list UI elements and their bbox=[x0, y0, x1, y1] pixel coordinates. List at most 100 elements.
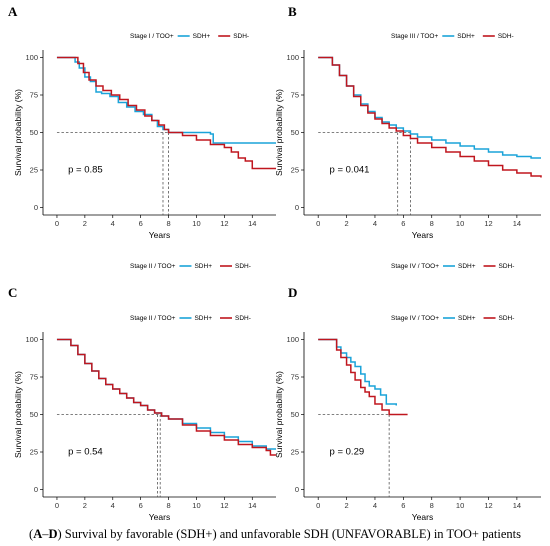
x-tick-label: 8 bbox=[430, 501, 434, 510]
legend-label-sdh-minus: SDH- bbox=[499, 315, 515, 322]
p-value: p = 0.041 bbox=[330, 164, 370, 175]
survival-curve-sdh-minus bbox=[56, 338, 276, 456]
y-tick-label: 0 bbox=[295, 203, 299, 212]
x-tick-label: 6 bbox=[401, 501, 405, 510]
x-tick-label: 6 bbox=[401, 219, 405, 228]
legend-title: Stage IV / TOO+ bbox=[391, 263, 439, 270]
legend-label-sdh-plus: SDH+ bbox=[458, 263, 476, 270]
x-tick-label: 0 bbox=[55, 219, 59, 228]
x-tick-label: 0 bbox=[316, 501, 320, 510]
y-tick-label: 75 bbox=[30, 91, 38, 100]
y-tick-label: 50 bbox=[291, 410, 299, 419]
legend-label-sdh-minus: SDH- bbox=[235, 263, 251, 270]
y-tick-label: 25 bbox=[30, 448, 38, 457]
legend: Stage II / TOO+ SDH+ SDH- bbox=[130, 315, 251, 322]
legend-mid: Stage IV / TOO+ SDH+ SDH- bbox=[391, 263, 514, 270]
panel-letter: A bbox=[8, 4, 18, 19]
y-axis-title: Survival probability (%) bbox=[13, 371, 23, 458]
legend-title: Stage II / TOO+ bbox=[130, 263, 176, 270]
x-tick-label: 12 bbox=[484, 219, 492, 228]
x-tick-label: 10 bbox=[456, 219, 464, 228]
x-tick-label: 12 bbox=[220, 501, 228, 510]
x-tick-label: 10 bbox=[456, 501, 464, 510]
legend-title: Stage II / TOO+ bbox=[130, 315, 176, 322]
y-tick-label: 100 bbox=[25, 335, 38, 344]
caption-panel-end: D bbox=[48, 527, 58, 541]
panel-letter: B bbox=[288, 4, 297, 19]
x-tick-label: 2 bbox=[344, 219, 348, 228]
panel-d: D Stage IV / TOO+ SDH+ SDH- 0 25 50 75 100 0 2 4 6 8 1… bbox=[274, 285, 541, 522]
y-tick-label: 50 bbox=[291, 128, 299, 137]
caption-open: ( bbox=[29, 527, 34, 541]
x-axis-title: Years bbox=[149, 512, 170, 522]
caption-panel-start: A bbox=[33, 527, 43, 541]
legend-label-sdh-minus: SDH- bbox=[498, 33, 514, 40]
y-tick-label: 25 bbox=[30, 166, 38, 175]
x-axis-title: Years bbox=[149, 230, 170, 240]
x-tick-label: 14 bbox=[513, 219, 521, 228]
legend-mid: Stage II / TOO+ SDH+ SDH- bbox=[130, 263, 251, 270]
x-tick-label: 8 bbox=[430, 219, 434, 228]
legend-label-sdh-minus: SDH- bbox=[233, 33, 249, 40]
x-tick-label: 6 bbox=[139, 501, 143, 510]
panel-letter: D bbox=[288, 285, 297, 300]
y-tick-label: 75 bbox=[291, 373, 299, 382]
legend-label-sdh-minus: SDH- bbox=[235, 315, 251, 322]
panel-a: A Stage I / TOO+ SDH+ SDH- 0 25 50 75 100 0 2 4 6 8 10… bbox=[8, 4, 276, 240]
legend: Stage II / TOO+ SDH+ SDH- bbox=[130, 263, 251, 270]
legend-title: Stage I / TOO+ bbox=[130, 33, 174, 40]
x-tick-label: 4 bbox=[373, 501, 377, 510]
x-tick-label: 4 bbox=[111, 219, 115, 228]
x-tick-label: 14 bbox=[248, 219, 256, 228]
x-tick-label: 12 bbox=[484, 501, 492, 510]
x-tick-label: 2 bbox=[83, 219, 87, 228]
y-tick-label: 25 bbox=[291, 448, 299, 457]
y-axis-title: Survival probability (%) bbox=[274, 371, 284, 458]
survival-curve-sdh-minus bbox=[318, 338, 408, 416]
panel-b: B Stage III / TOO+ SDH+ SDH- 0 25 50 75 100 0 2 4 6 8… bbox=[274, 4, 542, 240]
panel-letter: C bbox=[8, 285, 17, 300]
legend: Stage IV / TOO+ SDH+ SDH- bbox=[391, 263, 514, 270]
caption-dash: – bbox=[42, 527, 49, 541]
survival-curve-sdh-minus bbox=[56, 56, 276, 170]
x-tick-label: 6 bbox=[139, 219, 143, 228]
y-tick-label: 0 bbox=[295, 485, 299, 494]
x-tick-label: 2 bbox=[344, 501, 348, 510]
y-tick-label: 50 bbox=[30, 128, 38, 137]
x-axis-title: Years bbox=[412, 512, 433, 522]
legend-label-sdh-plus: SDH+ bbox=[194, 263, 212, 270]
p-value: p = 0.29 bbox=[330, 446, 365, 457]
legend: Stage IV / TOO+ SDH+ SDH- bbox=[391, 315, 514, 322]
y-tick-label: 50 bbox=[30, 410, 38, 419]
x-tick-label: 0 bbox=[316, 219, 320, 228]
y-tick-label: 75 bbox=[30, 373, 38, 382]
x-tick-label: 14 bbox=[513, 501, 521, 510]
x-tick-label: 10 bbox=[192, 219, 200, 228]
x-tick-label: 2 bbox=[83, 501, 87, 510]
y-axis-title: Survival probability (%) bbox=[274, 89, 284, 176]
legend-label-sdh-plus: SDH+ bbox=[194, 315, 212, 322]
x-tick-label: 4 bbox=[373, 219, 377, 228]
x-axis-title: Years bbox=[412, 230, 433, 240]
legend-title: Stage III / TOO+ bbox=[391, 33, 438, 40]
legend-label-sdh-plus: SDH+ bbox=[458, 315, 476, 322]
p-value: p = 0.85 bbox=[68, 164, 103, 175]
x-tick-label: 12 bbox=[220, 219, 228, 228]
legend: Stage III / TOO+ SDH+ SDH- bbox=[391, 33, 514, 40]
x-tick-label: 8 bbox=[166, 501, 170, 510]
survival-curve-sdh-minus bbox=[318, 56, 542, 178]
legend-title: Stage IV / TOO+ bbox=[391, 315, 439, 322]
x-tick-label: 4 bbox=[111, 501, 115, 510]
survival-curve-sdh-plus bbox=[318, 338, 397, 406]
legend-label-sdh-plus: SDH+ bbox=[193, 33, 211, 40]
legend: Stage I / TOO+ SDH+ SDH- bbox=[130, 33, 249, 40]
panel-c: C Stage II / TOO+ SDH+ SDH- 0 25 50 75 100 0 2 4 6 8 1… bbox=[8, 285, 276, 522]
y-tick-label: 25 bbox=[291, 166, 299, 175]
survival-curve-sdh-plus bbox=[56, 338, 276, 450]
y-tick-label: 100 bbox=[286, 53, 299, 62]
y-axis-title: Survival probability (%) bbox=[13, 89, 23, 176]
y-tick-label: 75 bbox=[291, 91, 299, 100]
x-tick-label: 14 bbox=[248, 501, 256, 510]
legend-label-sdh-minus: SDH- bbox=[499, 263, 515, 270]
